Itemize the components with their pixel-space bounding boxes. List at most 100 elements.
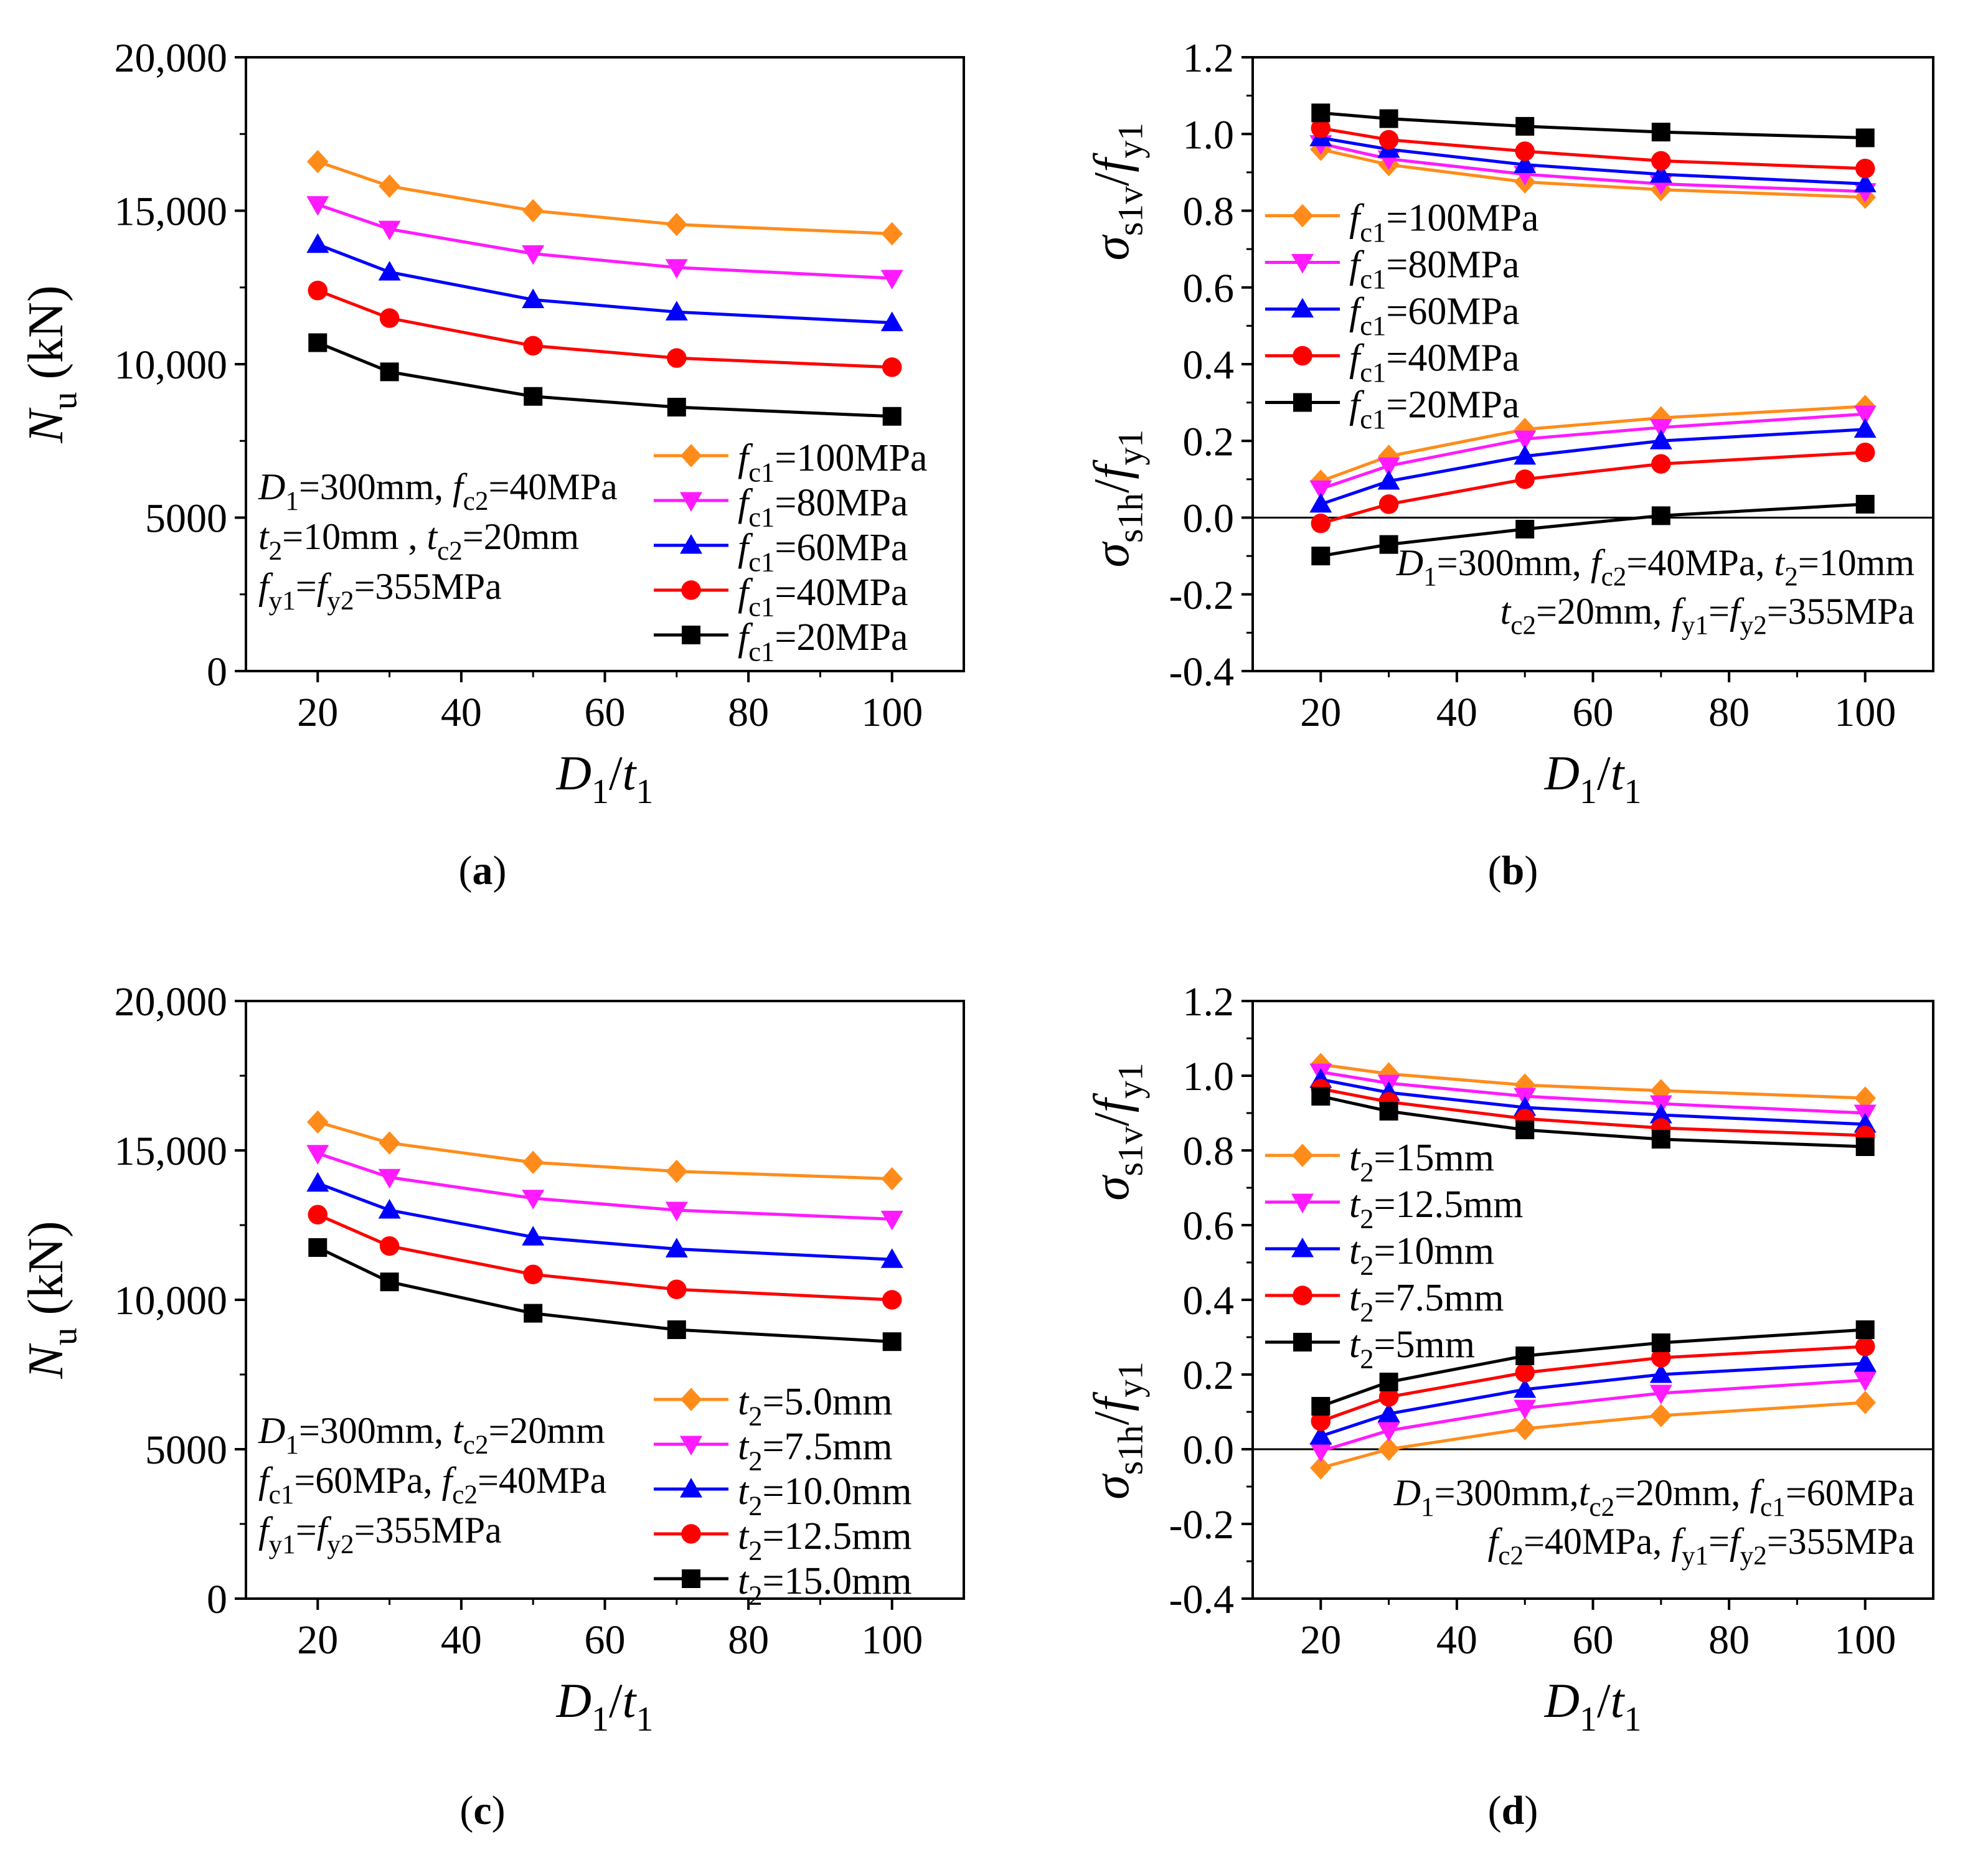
data-point [1309,480,1332,501]
legend-label: t2​=5mm [1349,1323,1475,1374]
data-point [1379,535,1398,554]
x-tick-label: 60 [585,1617,626,1663]
legend-swatch-marker [1293,1333,1312,1351]
x-tick-label: 80 [1708,690,1750,735]
data-point [881,1167,903,1191]
data-point [522,1150,544,1174]
y-axis-label-vertical-stress: σs1v​/fy1​ [1085,1063,1150,1201]
data-point [1377,457,1400,477]
series-line-4-0 [317,341,892,418]
data-point [1649,419,1672,439]
data-point [1515,1347,1535,1365]
legend-swatch-marker [680,444,702,468]
data-point [665,301,688,321]
data-point [1649,1363,1672,1383]
data-point [1855,158,1875,179]
legend-label: t2​=12.5mm [738,1515,912,1566]
data-point [379,308,400,328]
x-tick-label: 40 [1436,690,1477,735]
legend-label: t2​=15.0mm [738,1560,912,1610]
series-line-1-1 [1320,1378,1865,1453]
data-point [1310,1456,1332,1480]
data-point [522,1190,545,1210]
data-point [1854,1086,1876,1110]
data-point [1649,1104,1672,1124]
data-point [1651,454,1671,474]
annotation-line: fy1​=fy2​=355MPa [258,1510,502,1559]
y-tick-label: -0.2 [1169,1502,1234,1548]
legend-label: fc1​=40MPa [738,571,908,622]
data-point [378,1199,401,1219]
annotation: D1​=300mm, fc2​=40MPa, t2​=10mmtc2​=20mm… [1396,542,1915,641]
y-tick-label: 10,000 [115,342,228,388]
data-point [1651,1333,1670,1352]
data-point [1311,118,1331,138]
y-axis-label-horizontal-stress: σs1h​/fy1​ [1085,430,1150,568]
data-point [308,280,328,301]
series-line-3-0 [317,1213,892,1302]
panel-caption: (c) [459,1788,505,1833]
annotation-line: fc1​=60MPa, fc2​=40MPa [258,1460,606,1510]
series-line-4-0 [1321,111,1865,139]
legend-label: fc1​=60MPa [1349,291,1519,341]
x-tick-label: 20 [1300,1617,1341,1663]
series-line-1-0 [317,203,892,280]
y-tick-label: 0.8 [1183,1129,1235,1174]
data-point [1855,442,1875,463]
legend-label: t2​=12.5mm [1349,1183,1523,1234]
y-tick-label: 0.2 [1183,419,1235,464]
x-tick-label: 20 [297,690,338,735]
data-point [1855,494,1875,514]
legend-swatch-marker [1291,1238,1314,1257]
legend: fc1​=100MPafc1​=80MPafc1​=60MPafc1​=40MP… [654,437,927,667]
series-line-2-0 [1320,1078,1865,1126]
data-point [379,1236,400,1256]
data-point [1379,1102,1398,1121]
legend-swatch-marker [1291,204,1314,228]
series-line-0-0 [317,160,892,235]
data-point [666,1159,688,1183]
data-point [1651,506,1670,525]
data-point [665,1238,688,1257]
legend-swatch-marker [680,1436,702,1455]
legend-label: fc1​=100MPa [1349,197,1538,248]
data-point [667,348,687,368]
annotation-line: D1​=300mm, fc2​=40MPa, t2​=10mm [1396,542,1915,592]
series-line-2-0 [317,243,892,324]
annotation-line: D1​=300mm,tc2​=20mm, fc1​=60MPa [1393,1472,1915,1522]
data-point [1515,469,1535,489]
legend-swatch-marker [1293,345,1312,366]
legend-swatch-marker [1291,254,1314,274]
y-axis-label: Nu​ (kN) [19,285,84,443]
x-axis-label: D1​/t1​ [556,746,654,811]
y-axis-label-vertical-stress: σs1v​/fy1​ [1085,123,1150,261]
data-point [1515,141,1535,161]
data-point [1855,128,1875,148]
legend: fc1​=100MPafc1​=80MPafc1​=60MPafc1​=40MP… [1265,197,1538,435]
y-tick-label: 0 [207,649,227,695]
y-tick-label: 15,000 [115,1129,228,1174]
data-point [308,333,327,352]
data-point [306,196,329,216]
legend-label: t2​=10.0mm [738,1470,912,1521]
annotation-line: t2​=10mm , tc2​=20mm [258,516,579,566]
data-point [1854,1352,1877,1372]
data-point [1309,1442,1332,1462]
data-point [880,270,903,289]
data-point [1514,1417,1536,1441]
legend-swatch-marker [1291,1144,1314,1167]
data-point [522,245,545,265]
data-point [1650,1404,1672,1427]
x-tick-label: 100 [1834,1617,1896,1663]
y-tick-label: 5000 [145,496,227,542]
x-tick-label: 100 [861,1617,923,1663]
legend-label: t2​=5.0mm [738,1381,892,1431]
data-point [379,1131,400,1155]
data-point [1514,444,1537,465]
y-axis-label: Nu​ (kN) [19,1221,84,1379]
y-tick-label: -0.2 [1169,573,1234,618]
data-point [1651,1348,1671,1368]
data-point [523,336,543,356]
y-tick-label: 0.4 [1183,1278,1235,1323]
